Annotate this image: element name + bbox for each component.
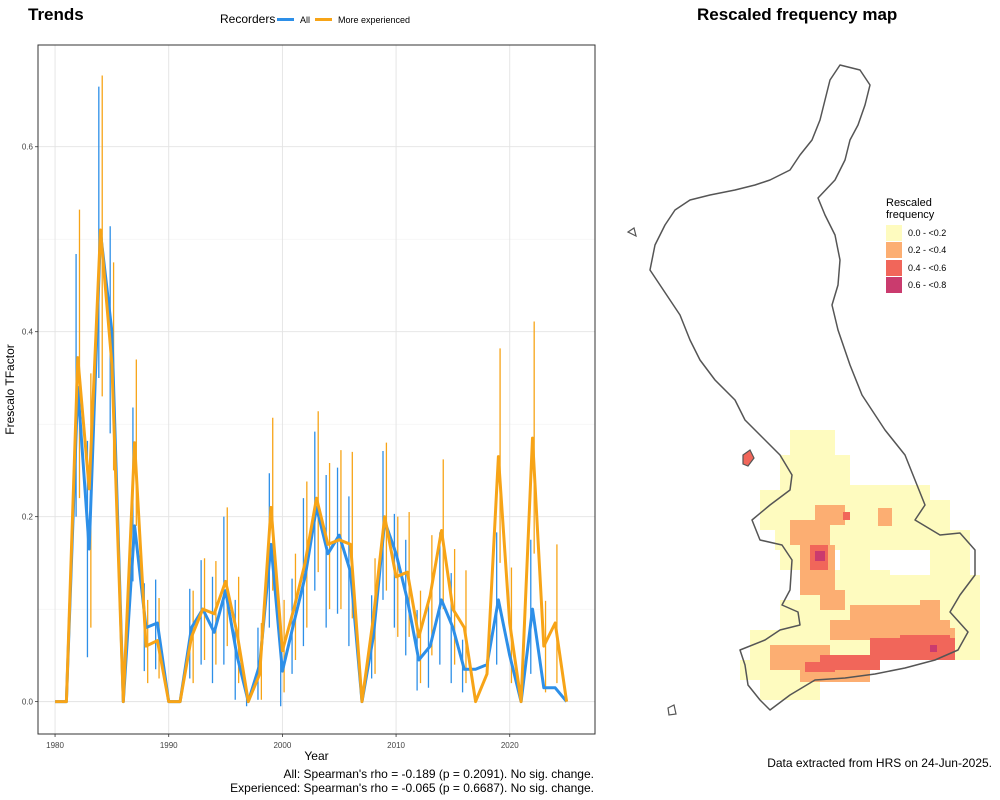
- map-legend-swatch: [886, 260, 902, 276]
- plot-border: [37, 44, 596, 735]
- map-legend-swatch: [886, 242, 902, 258]
- map-cell: [815, 505, 845, 525]
- map-cell: [805, 662, 835, 672]
- series-line-experienced: [55, 228, 569, 704]
- map-legend-item: 0.2 - <0.4: [886, 242, 946, 258]
- stat-all: All: Spearman's rho = -0.189 (p = 0.2091…: [283, 767, 594, 781]
- map-cell: [878, 508, 892, 526]
- map-cell: [930, 645, 937, 652]
- trends-plot: 1980 1990 2000 2010 2020 0.0 0.2 0.4 0.6 Year Fres…: [3, 18, 596, 763]
- map-cell: [920, 600, 940, 615]
- x-tick-label: 2010: [387, 741, 405, 750]
- map-cell: [843, 512, 850, 520]
- y-tick-label: 0.6: [22, 143, 34, 152]
- y-axis-label: Frescalo TFactor: [3, 344, 17, 434]
- map-source-note: Data extracted from HRS on 24-Jun-2025.: [767, 756, 992, 770]
- y-tick-label: 0.0: [22, 698, 34, 707]
- map-island: [667, 704, 677, 716]
- y-tick-label: 0.4: [22, 328, 34, 337]
- trends-title: Trends: [28, 5, 84, 24]
- x-tick-label: 1980: [46, 741, 64, 750]
- map-cell: [790, 430, 835, 455]
- map-title: Rescaled frequency map: [697, 5, 898, 24]
- frequency-map: [626, 64, 980, 716]
- x-axis-label: Year: [304, 749, 328, 763]
- map-island: [626, 227, 637, 238]
- map-island: [742, 449, 755, 467]
- map-cell: [820, 590, 845, 610]
- map-legend-title-line2: frequency: [886, 209, 935, 221]
- map-legend-title: Rescaled frequency: [886, 197, 966, 221]
- legend-title: Recorders: [220, 12, 276, 26]
- stat-experienced: Experienced: Spearman's rho = -0.065 (p …: [230, 781, 594, 795]
- map-legend-swatch: [886, 225, 902, 241]
- map-outline: [649, 64, 976, 711]
- map-legend-item: 0.6 - <0.8: [886, 277, 946, 293]
- map-legend-label: 0.2 - <0.4: [908, 245, 947, 255]
- map-legend-label: 0.4 - <0.6: [908, 263, 947, 273]
- map-cell: [800, 670, 870, 682]
- map-cell: [780, 455, 850, 490]
- map-legend-item: 0.0 - <0.2: [886, 225, 946, 241]
- map-cell: [760, 680, 820, 700]
- series-line-all: [55, 231, 568, 704]
- y-tick-label: 0.2: [22, 513, 34, 522]
- map-legend-title-line1: Rescaled: [886, 197, 932, 209]
- legend-label-experienced: More experienced: [338, 15, 411, 25]
- x-tick-label: 2020: [501, 741, 519, 750]
- map-legend-label: 0.0 - <0.2: [908, 228, 947, 238]
- map-legend-swatch: [886, 277, 902, 293]
- map-cell: [815, 551, 825, 561]
- x-tick-label: 2000: [273, 741, 291, 750]
- x-tick-label: 1990: [160, 741, 178, 750]
- legend-label-all: All: [300, 15, 311, 25]
- map-legend-label: 0.6 - <0.8: [908, 280, 947, 290]
- map-legend-item: 0.4 - <0.6: [886, 260, 946, 276]
